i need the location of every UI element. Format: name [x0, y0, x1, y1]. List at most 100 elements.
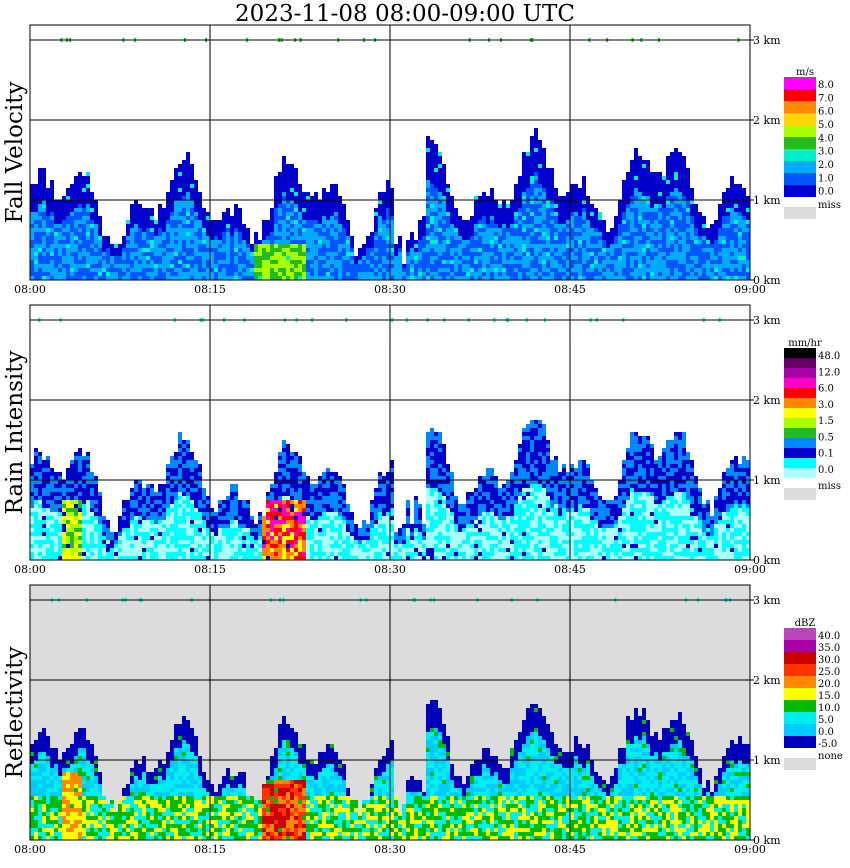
radar-field [30, 598, 750, 840]
x-tick-label: 09:00 [734, 843, 766, 856]
legend-swatch [784, 676, 816, 688]
radar-field [30, 38, 750, 280]
panel-3: 08:00 08:15 08:30 08:45 09:000 km 1 km 2 km 3 k… [2, 584, 843, 856]
x-tick-label: 08:30 [374, 843, 406, 856]
legend-swatch [784, 640, 816, 652]
legend-level-label: 0.0 [818, 727, 834, 738]
legend-swatch [784, 378, 816, 388]
y-axis-label: Rain Intensity [2, 350, 28, 514]
y-axis-label: Fall Velocity [2, 82, 28, 224]
legend-missing-swatch [784, 758, 816, 770]
y-tick-label: 1 km [753, 194, 781, 207]
legend-swatch [784, 468, 816, 478]
x-tick-label: 08:15 [194, 563, 226, 576]
x-tick-label: 08:00 [14, 843, 46, 856]
x-tick-label: 08:30 [374, 283, 406, 296]
y-tick-label: 3 km [753, 314, 781, 327]
legend-missing-label: none [818, 751, 843, 762]
legend-missing-swatch [784, 207, 816, 219]
legend-level-label: 25.0 [818, 667, 840, 678]
x-tick-label: 08:45 [554, 843, 586, 856]
legend-swatch [784, 101, 816, 113]
y-tick-label: 3 km [753, 594, 781, 607]
legend-level-label: 10.0 [818, 703, 840, 714]
legend-missing-label: miss [818, 481, 841, 492]
legend-swatch [784, 137, 816, 149]
legend-level-label: 30.0 [818, 655, 840, 666]
legend-swatch [784, 712, 816, 724]
legend-swatch [784, 77, 816, 89]
y-axis-label: Reflectivity [2, 647, 28, 779]
x-tick-label: 09:00 [734, 283, 766, 296]
legend-level-label: 48.0 [818, 351, 840, 362]
legend-swatch [784, 161, 816, 173]
legend-swatch [784, 428, 816, 438]
panel-1: 08:00 08:15 08:30 08:45 09:000 km 1 km 2 km 3 k… [2, 24, 841, 296]
figure-title: 2023-11-08 08:00-09:00 UTC [235, 1, 575, 27]
legend-swatch [784, 125, 816, 137]
legend-level-label: 0.1 [818, 449, 834, 460]
legend-level-label: 6.0 [818, 107, 834, 118]
legend-level-label: 2.0 [818, 160, 834, 171]
y-tick-label: 3 km [753, 34, 781, 47]
legend-level-label: -5.0 [818, 739, 837, 750]
legend-unit: m/s [796, 67, 814, 78]
legend-level-label: 35.0 [818, 643, 840, 654]
legend-level-label: 7.0 [818, 93, 834, 104]
legend-swatch [784, 113, 816, 125]
legend-swatch [784, 458, 816, 468]
legend-level-label: 12.0 [818, 367, 840, 378]
legend-swatch [784, 448, 816, 458]
legend-level-label: 20.0 [818, 679, 840, 690]
legend-swatch [784, 358, 816, 368]
x-tick-label: 08:45 [554, 283, 586, 296]
x-tick-label: 08:00 [14, 283, 46, 296]
y-tick-label: 2 km [753, 674, 781, 687]
legend-unit: mm/hr [788, 338, 822, 349]
plot-frame [29, 304, 751, 561]
legend-swatch [784, 438, 816, 448]
plot-frame [29, 584, 751, 841]
y-tick-label: 1 km [753, 474, 781, 487]
grid [30, 25, 750, 280]
legend-missing-swatch [784, 488, 816, 500]
legend-level-label: 1.0 [818, 173, 834, 184]
legend-level-label: 5.0 [818, 715, 834, 726]
y-tick-label: 1 km [753, 754, 781, 767]
radar-field [30, 318, 750, 560]
color-legend: mm/hr 48.0 12.0 6.0 3.0 1.5 0.5 0.1 0.0 miss [784, 338, 841, 500]
legend-swatch [784, 89, 816, 101]
legend-level-label: 6.0 [818, 384, 834, 395]
legend-level-label: 4.0 [818, 133, 834, 144]
legend-swatch [784, 149, 816, 161]
legend-swatch [784, 652, 816, 664]
legend-swatch [784, 185, 816, 197]
x-tick-label: 09:00 [734, 563, 766, 576]
legend-swatch [784, 724, 816, 736]
legend-swatch [784, 700, 816, 712]
x-tick-label: 08:00 [14, 563, 46, 576]
grid [30, 585, 750, 840]
y-tick-label: 0 km [753, 554, 781, 567]
legend-swatch [784, 398, 816, 408]
x-tick-label: 08:15 [194, 843, 226, 856]
y-tick-label: 2 km [753, 394, 781, 407]
legend-level-label: 40.0 [818, 631, 840, 642]
legend-level-label: 3.0 [818, 147, 834, 158]
x-tick-label: 08:15 [194, 283, 226, 296]
color-legend: m/s 8.0 7.0 6.0 5.0 4.0 3.0 2.0 1.0 0.0 miss [784, 67, 841, 219]
legend-swatch [784, 736, 816, 748]
y-tick-label: 0 km [753, 834, 781, 847]
legend-level-label: 0.0 [818, 465, 834, 476]
legend-swatch [784, 688, 816, 700]
legend-swatch [784, 348, 816, 358]
plot-frame [29, 24, 751, 281]
legend-swatch [784, 173, 816, 185]
color-legend: dBZ40.035.030.025.020.015.010.05.00.0-5.… [784, 618, 843, 770]
legend-swatch [784, 368, 816, 378]
legend-swatch [784, 388, 816, 398]
legend-level-label: 15.0 [818, 691, 840, 702]
legend-level-label: 8.0 [818, 80, 834, 91]
